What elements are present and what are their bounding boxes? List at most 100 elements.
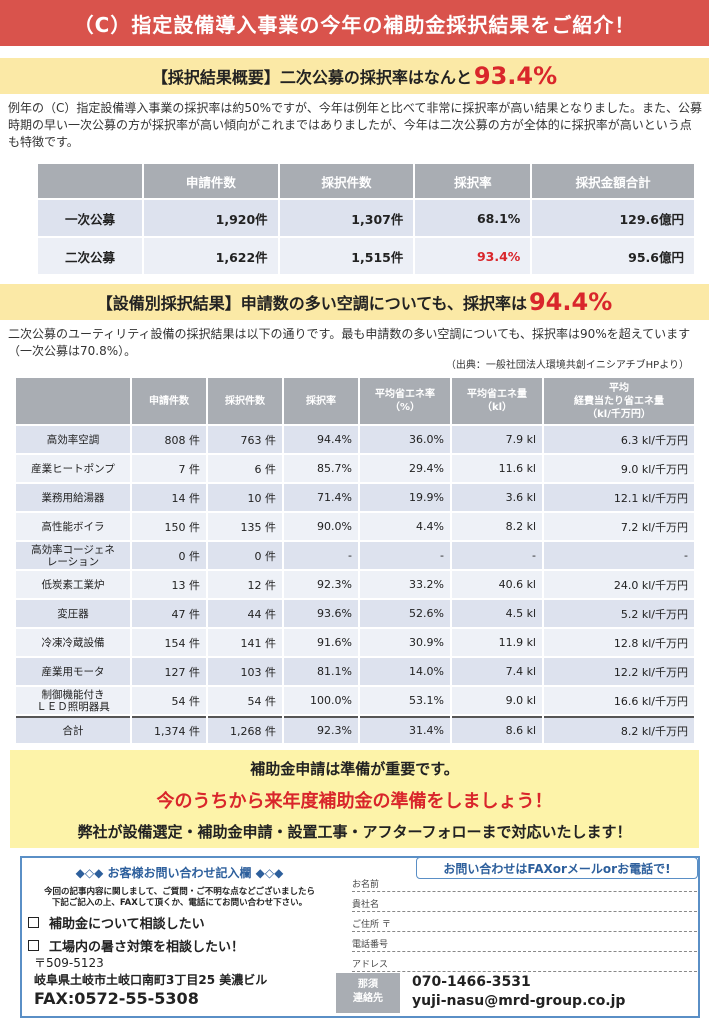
option-label: 工場内の暑さ対策を相談したい！ <box>49 940 245 955</box>
cell-applications: 7 件 <box>132 455 206 482</box>
cell-rate: 90.0% <box>284 513 358 540</box>
inquiry-left: ◆◇◆ お客様お問い合わせ記入欄 ◆◇◆ 今回の記事内容に関しまして、ご質問・ご… <box>22 858 337 1016</box>
cell-save-amount: 11.6 kl <box>452 455 542 482</box>
table-row: 冷凍冷蔵設備 154 件 141 件 91.6% 30.9% 11.9 kl 12.8 kl… <box>16 629 694 656</box>
cell-save-amount: 9.0 kl <box>452 687 542 714</box>
cell-per-cost: 9.0 kl/千万円 <box>544 455 694 482</box>
cell-per-cost: 16.6 kl/千万円 <box>544 687 694 714</box>
cell-save-amount: 7.4 kl <box>452 658 542 685</box>
phone-field[interactable]: 電話番号 <box>352 932 697 952</box>
cell-save-rate: 31.4% <box>360 716 450 743</box>
cell-rate: 91.6% <box>284 629 358 656</box>
table-row: 制御機能付き ＬＥＤ照明器具 54 件 54 件 100.0% 53.1% 9.0 kl 1… <box>16 687 694 714</box>
cta-line1: 補助金申請は準備が重要です。 <box>250 760 459 778</box>
option-label: 補助金について相談したい <box>49 917 205 932</box>
equipment-name: 産業ヒートポンプ <box>16 455 130 482</box>
equipment-name: 合計 <box>16 716 130 743</box>
cell-adopted: 1,515件 <box>279 238 414 274</box>
table-row: 変圧器 47 件 44 件 93.6% 52.6% 4.5 kl 5.2 kl/千万円 <box>16 600 694 627</box>
table-row-total: 合計 1,374 件 1,268 件 92.3% 31.4% 8.6 kl 8.2 kl/千… <box>16 716 694 743</box>
cell-adopted: 10 件 <box>208 484 282 511</box>
cell-adopted: 44 件 <box>208 600 282 627</box>
cell-amount: 129.6億円 <box>532 200 694 236</box>
cell-rate: 94.4% <box>284 426 358 453</box>
contact-block: 那須 連絡先 070-1466-3531 yuji-nasu@mrd-group… <box>336 973 676 1013</box>
contact-person-name: 那須 <box>358 979 378 990</box>
summary-header-blank <box>38 164 142 198</box>
table-row: 業務用給湯器 14 件 10 件 71.4% 19.9% 3.6 kl 12.1 kl/千万… <box>16 484 694 511</box>
cell-rate: 93.6% <box>284 600 358 627</box>
address-field[interactable]: ご住所 〒 <box>352 912 697 932</box>
cell-save-amount: 40.6 kl <box>452 571 542 598</box>
cell-rate: 68.1% <box>415 200 531 236</box>
section1-paragraph: 例年の（C）指定設備導入事業の採択率は約50%ですが、今年は例年と比べて非常に採… <box>8 101 702 149</box>
cell-per-cost: 6.3 kl/千万円 <box>544 426 694 453</box>
cell-applications: 13 件 <box>132 571 206 598</box>
cell-rate: 100.0% <box>284 687 358 714</box>
cell-per-cost: 5.2 kl/千万円 <box>544 600 694 627</box>
cell-save-amount: - <box>452 542 542 569</box>
cell-applications: 1,374 件 <box>132 716 206 743</box>
table-row: 二次公募 1,622件 1,515件 93.4% 95.6億円 <box>38 238 694 274</box>
eq-header-adopted: 採択件数 <box>208 378 282 424</box>
summary-table: 申請件数 採択件数 採択率 採択金額合計 一次公募 1,920件 1,307件 … <box>36 162 696 276</box>
equipment-name: 高効率コージェネ レーション <box>16 542 130 569</box>
eq-header-save-rate: 平均省エネ率 （%） <box>360 378 450 424</box>
checkbox-option-1[interactable]: 補助金について相談したい <box>28 913 337 932</box>
inquiry-fields: お名前 貴社名 ご住所 〒 電話番号 アドレス <box>352 872 697 972</box>
cell-adopted: 0 件 <box>208 542 282 569</box>
section2-heading-text: 【設備別採択結果】申請数の多い空調についても、採択率は <box>96 294 527 313</box>
cell-rate-highlight: 93.4% <box>415 238 531 274</box>
cell-save-amount: 8.6 kl <box>452 716 542 743</box>
table-row: 高性能ボイラ 150 件 135 件 90.0% 4.4% 8.2 kl 7.2 kl/千万… <box>16 513 694 540</box>
row-label: 二次公募 <box>38 238 142 274</box>
section2-paragraph: 二次公募のユーティリティ設備の採択結果は以下の通りです。最も申請数の多い空調につ… <box>8 327 691 358</box>
cell-save-rate: 4.4% <box>360 513 450 540</box>
cell-save-rate: 52.6% <box>360 600 450 627</box>
cell-per-cost: 24.0 kl/千万円 <box>544 571 694 598</box>
phone-number[interactable]: 070-1466-3531 <box>412 974 531 990</box>
section1-heading: 【採択結果概要】二次公募の採択率はなんと 93.4% <box>0 58 709 94</box>
cell-save-amount: 11.9 kl <box>452 629 542 656</box>
summary-header-applications: 申請件数 <box>144 164 278 198</box>
inquiry-title: ◆◇◆ お客様お問い合わせ記入欄 ◆◇◆ <box>75 866 284 880</box>
address: 岐阜県土岐市土岐口南町3丁目25 美濃ビル <box>34 973 268 987</box>
cell-applications: 127 件 <box>132 658 206 685</box>
checkbox-option-2[interactable]: 工場内の暑さ対策を相談したい！ <box>28 936 337 955</box>
cell-save-rate: 53.1% <box>360 687 450 714</box>
table-row: 高効率空調 808 件 763 件 94.4% 36.0% 7.9 kl 6.3 kl/千万… <box>16 426 694 453</box>
cell-amount: 95.6億円 <box>532 238 694 274</box>
cell-applications: 154 件 <box>132 629 206 656</box>
cell-save-rate: 30.9% <box>360 629 450 656</box>
summary-header-rate: 採択率 <box>415 164 531 198</box>
checkbox-icon[interactable] <box>28 940 39 951</box>
table-row: 一次公募 1,920件 1,307件 68.1% 129.6億円 <box>38 200 694 236</box>
cell-adopted: 103 件 <box>208 658 282 685</box>
cta-line3: 弊社が設備選定・補助金申請・設置工事・アフターフォローまで対応いたします！ <box>77 823 632 841</box>
cell-save-amount: 8.2 kl <box>452 513 542 540</box>
cell-save-rate: 36.0% <box>360 426 450 453</box>
section2-heading-highlight: 94.4% <box>528 288 613 316</box>
equipment-name: 低炭素工業炉 <box>16 571 130 598</box>
cell-save-rate: - <box>360 542 450 569</box>
company-field[interactable]: 貴社名 <box>352 892 697 912</box>
summary-table-header: 申請件数 採択件数 採択率 採択金額合計 <box>38 164 694 198</box>
cell-rate: 92.3% <box>284 716 358 743</box>
cell-adopted: 6 件 <box>208 455 282 482</box>
name-field[interactable]: お名前 <box>352 872 697 892</box>
call-to-action: 補助金申請は準備が重要です。 今のうちから来年度補助金の準備をしましょう！ 弊社… <box>10 750 699 848</box>
cell-save-rate: 33.2% <box>360 571 450 598</box>
email-field[interactable]: アドレス <box>352 952 697 972</box>
checkbox-icon[interactable] <box>28 917 39 928</box>
cta-line2: 今のうちから来年度補助金の準備をしましょう！ <box>156 791 553 812</box>
row-label: 一次公募 <box>38 200 142 236</box>
email-address[interactable]: yuji-nasu@mrd-group.co.jp <box>412 993 626 1009</box>
cell-rate: 81.1% <box>284 658 358 685</box>
cell-adopted: 141 件 <box>208 629 282 656</box>
cell-rate: 92.3% <box>284 571 358 598</box>
cell-adopted: 135 件 <box>208 513 282 540</box>
inquiry-form: ◆◇◆ お客様お問い合わせ記入欄 ◆◇◆ 今回の記事内容に関しまして、ご質問・ご… <box>20 856 700 1018</box>
cell-per-cost: 8.2 kl/千万円 <box>544 716 694 743</box>
cell-applications: 54 件 <box>132 687 206 714</box>
cell-applications: 0 件 <box>132 542 206 569</box>
